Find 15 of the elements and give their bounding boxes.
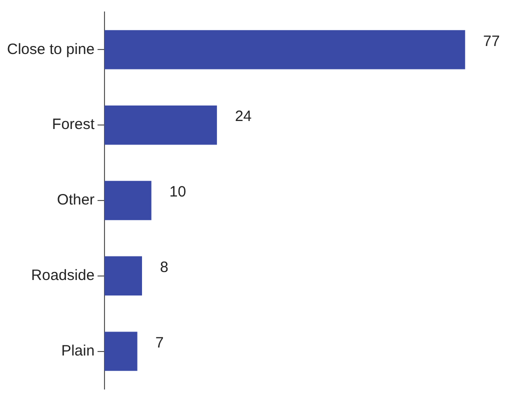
data-label: 77 (483, 32, 500, 50)
bar (104, 332, 138, 371)
bar (104, 256, 142, 296)
bar (104, 105, 217, 145)
y-tick-label: Roadside (31, 267, 95, 284)
y-tick-label: Plain (61, 342, 95, 360)
bar (104, 30, 466, 70)
y-tick-label: Close to pine (6, 40, 95, 58)
data-label: 10 (169, 184, 186, 201)
data-label: 24 (234, 108, 252, 126)
data-label: 7 (155, 334, 164, 352)
bar (104, 180, 152, 220)
y-tick-label: Forest (52, 116, 96, 134)
y-tick-label: Other (57, 192, 95, 209)
data-label: 8 (160, 259, 168, 276)
